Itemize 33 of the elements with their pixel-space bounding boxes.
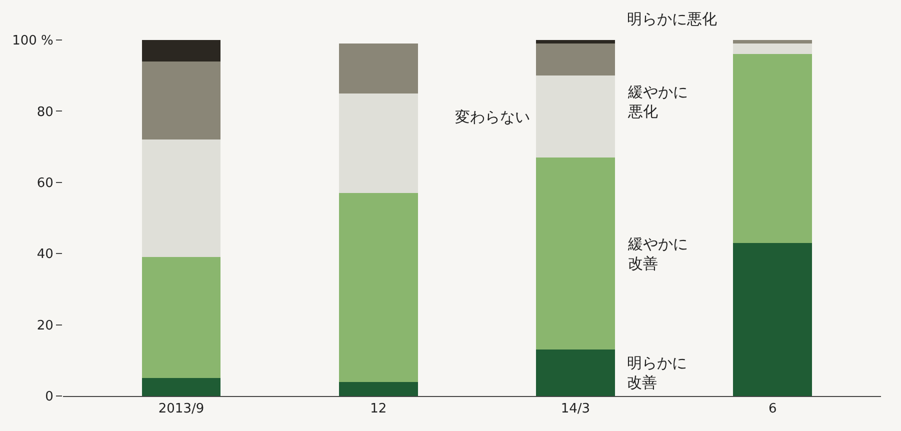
series-label: 明らかに悪化: [627, 10, 717, 28]
bar: [536, 44, 615, 76]
bar: [142, 378, 221, 396]
y-tick-label: 80: [36, 104, 54, 120]
bar: [536, 350, 615, 396]
bar: [338, 44, 418, 94]
bar: [536, 157, 615, 350]
bar: [142, 61, 221, 140]
bar: [142, 257, 221, 378]
bar: [733, 44, 812, 54]
y-tick-label: 100 %: [12, 34, 54, 49]
bar: [338, 193, 418, 382]
y-tick-label: 40: [36, 247, 54, 262]
x-tick-label: 2013/9: [158, 402, 204, 417]
y-tick-label: 0: [45, 390, 54, 405]
series-label: 明らかに改善: [627, 354, 687, 392]
bar: [142, 140, 221, 258]
bar: [733, 40, 812, 44]
bar: [733, 54, 812, 243]
bar: [536, 76, 615, 158]
x-tick-label: 12: [370, 402, 387, 417]
bar: [733, 242, 812, 396]
y-tick-label: 20: [36, 318, 54, 334]
bar: [338, 382, 418, 396]
bar: [338, 93, 418, 194]
x-tick-label: 14/3: [560, 402, 590, 417]
x-tick-label: 6: [768, 402, 777, 417]
bar: [536, 40, 615, 44]
series-label: 変わらない: [455, 108, 530, 126]
series-label: 緩やかに改善: [627, 235, 688, 272]
bar: [142, 40, 221, 62]
series-label: 緩やかに悪化: [627, 83, 688, 120]
y-tick-label: 60: [36, 176, 54, 191]
